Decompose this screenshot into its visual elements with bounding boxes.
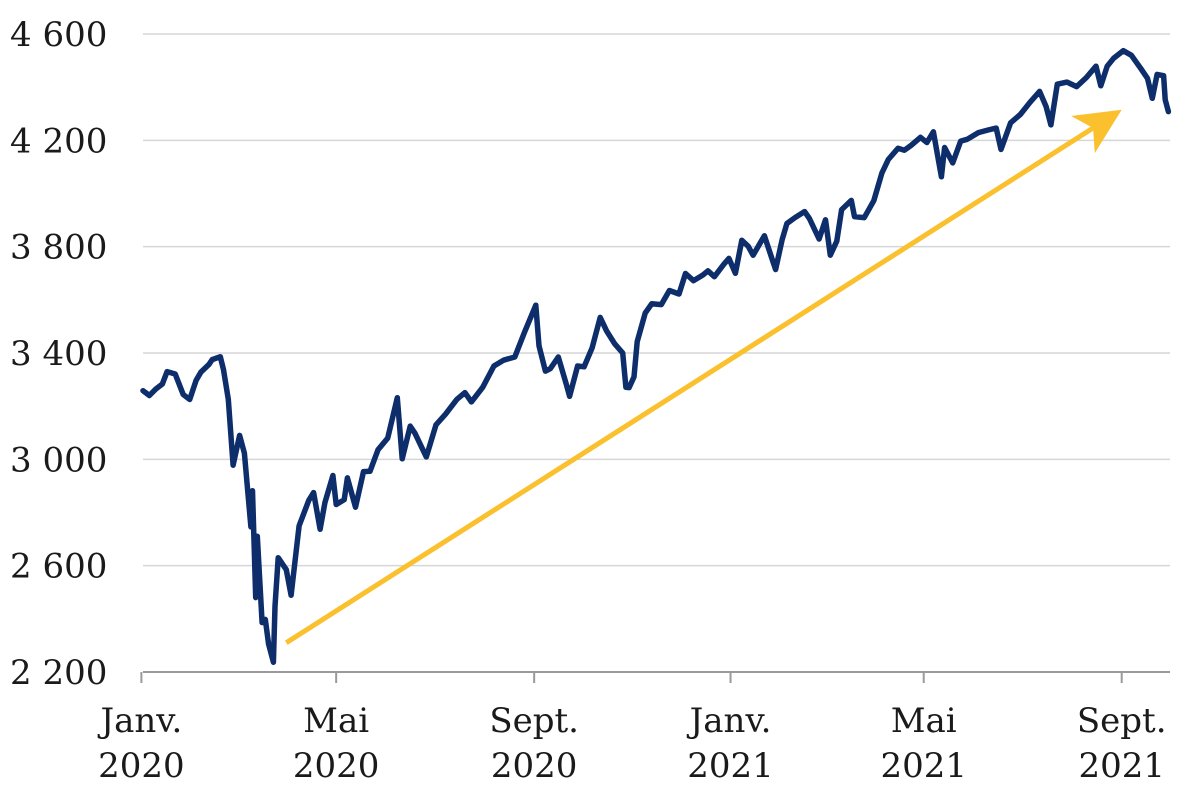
y-tick-label: 2 200 [10, 653, 107, 693]
x-tick-label: Sept. [1077, 701, 1167, 741]
y-tick-label: 3 400 [10, 334, 107, 374]
trend-arrow-head [1071, 109, 1122, 154]
y-axis-ticks: 2 200 2 600 3 000 3 400 3 800 4 200 4 600 [10, 15, 107, 693]
x-tick-label: Sept. [489, 701, 579, 741]
x-tick-year-label: 2021 [687, 746, 774, 786]
x-tick-label: Janv. [97, 701, 182, 741]
trend-arrow-shaft [284, 125, 1095, 645]
y-tick-label: 4 600 [10, 15, 107, 55]
gridlines [143, 33, 1170, 567]
y-tick-label: 3 000 [10, 440, 107, 480]
x-tick-year-label: 2021 [880, 746, 967, 786]
y-tick-label: 4 200 [10, 121, 107, 161]
x-tick-year-label: 2021 [1078, 746, 1165, 786]
x-tick-label: Mai [303, 701, 369, 741]
series-lines [140, 47, 1172, 665]
x-axis: Janv. 2020 Mai 2020 Sept. 2020 Janv. 2021 Mai 202… [97, 671, 1170, 786]
x-tick-label: Mai [891, 701, 957, 741]
x-tick-label: Janv. [687, 701, 772, 741]
x-tick-year-label: 2020 [491, 746, 578, 786]
y-tick-label: 2 600 [10, 547, 107, 587]
trend-arrow-annotation [284, 109, 1122, 645]
x-tick-year-label: 2020 [293, 746, 380, 786]
x-tick-year-label: 2020 [98, 746, 185, 786]
series-line [140, 47, 1172, 665]
y-tick-label: 3 800 [10, 228, 107, 268]
